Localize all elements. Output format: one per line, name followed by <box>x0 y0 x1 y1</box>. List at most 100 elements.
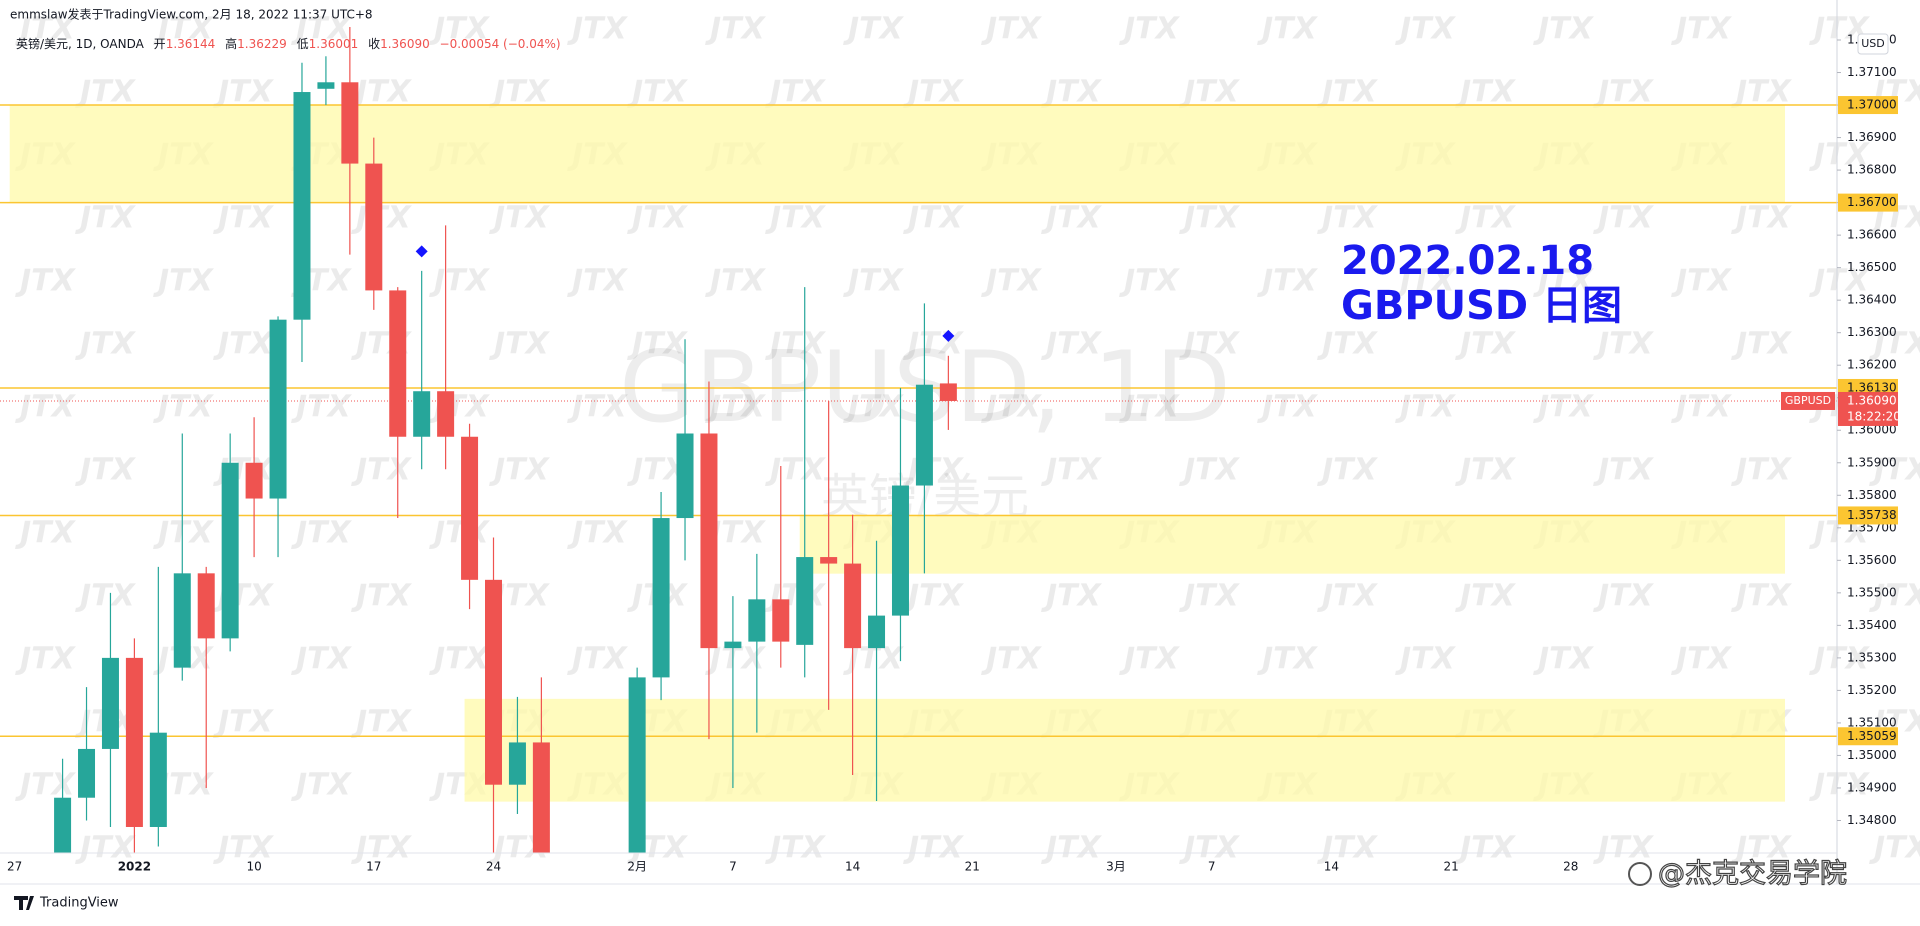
y-tick-label: 1.35300 <box>1847 650 1897 664</box>
logo-watermark: JTX <box>213 327 275 362</box>
logo-watermark: JTX <box>213 75 275 110</box>
logo-watermark: JTX <box>75 579 137 614</box>
logo-watermark: JTX <box>1809 642 1871 677</box>
y-tick-label: 1.36300 <box>1847 325 1897 339</box>
logo-watermark: JTX <box>213 831 275 866</box>
logo-watermark: JTX <box>291 12 353 47</box>
logo-watermark: JTX <box>1395 642 1457 677</box>
brand-logo <box>14 896 34 910</box>
zone <box>799 514 1785 574</box>
logo-watermark: JTX <box>1317 453 1379 488</box>
candle-body <box>868 615 886 649</box>
logo-watermark: JTX <box>291 768 353 803</box>
x-tick-label: 17 <box>366 860 381 874</box>
logo-watermark: JTX <box>765 201 827 236</box>
price-label-box <box>1838 506 1898 525</box>
price-label-box <box>1838 727 1898 746</box>
logo-watermark: JTX <box>1317 75 1379 110</box>
logo-watermark: JTX <box>1395 12 1457 47</box>
candle-body <box>293 92 311 320</box>
annotation: 2022.02.18 <box>1341 238 1594 284</box>
logo-watermark: JTX <box>153 516 215 551</box>
y-tick-label: 1.36000 <box>1847 423 1897 437</box>
logo-watermark: JTX <box>1257 642 1319 677</box>
logo-watermark: JTX <box>213 201 275 236</box>
price-label: 1.35059 <box>1847 729 1897 743</box>
logo-watermark: JTX <box>1455 831 1517 866</box>
y-tick-label: 1.36900 <box>1847 130 1897 144</box>
logo-watermark: JTX <box>1179 201 1241 236</box>
logo-watermark: JTX <box>429 516 491 551</box>
logo-watermark: JTX <box>1593 831 1655 866</box>
logo-watermark: JTX <box>351 831 413 866</box>
logo-watermark: JTX <box>981 264 1043 299</box>
logo-watermark: JTX <box>705 12 767 47</box>
zone <box>464 698 1785 802</box>
candle-body <box>437 391 455 437</box>
candle-body <box>389 290 407 437</box>
logo-watermark: JTX <box>489 453 551 488</box>
logo-watermark: JTX <box>981 12 1043 47</box>
logo-watermark: JTX <box>153 12 215 47</box>
logo-watermark: JTX <box>567 642 629 677</box>
candle-body <box>125 657 143 827</box>
price-label-box <box>1838 96 1898 115</box>
logo-watermark: JTX <box>1533 264 1595 299</box>
symbol-label: GBPUSD <box>1785 394 1831 407</box>
symbol-box <box>1781 391 1835 410</box>
legend-name: 低 <box>297 37 309 51</box>
logo-watermark: JTX <box>75 831 137 866</box>
x-tick-label: 21 <box>965 860 980 874</box>
legend: 英镑/美元, 1D, OANDA 开1.36144 高1.36229 低1.36… <box>16 36 561 51</box>
credit: @杰克交易学院 <box>1658 859 1847 890</box>
currency-button[interactable] <box>1857 33 1889 55</box>
logo-watermark: JTX <box>1455 201 1517 236</box>
candle-body <box>796 557 814 645</box>
logo-watermark: JTX <box>1671 12 1733 47</box>
logo-watermark: JTX <box>351 75 413 110</box>
signal-marker <box>415 245 428 258</box>
legend-name: 收 <box>368 37 380 51</box>
candle-body <box>891 485 909 616</box>
logo-watermark: JTX <box>843 12 905 47</box>
logo-watermark: JTX <box>843 264 905 299</box>
candle-body <box>54 797 72 853</box>
logo-watermark: JTX <box>1809 768 1871 803</box>
logo-watermark: JTX <box>75 75 137 110</box>
logo-watermark: JTX <box>1731 75 1793 110</box>
logo-watermark: JTX <box>291 390 353 425</box>
candle-body <box>413 391 431 437</box>
candle-body <box>221 462 239 639</box>
logo-watermark: JTX <box>1317 327 1379 362</box>
logo-watermark: JTX <box>1809 138 1871 173</box>
logo-watermark: JTX <box>981 390 1043 425</box>
candle-body <box>173 573 191 668</box>
logo-watermark: JTX <box>291 516 353 551</box>
logo-watermark: JTX <box>1395 390 1457 425</box>
logo-watermark: JTX <box>1179 75 1241 110</box>
logo-watermark: JTX <box>1317 579 1379 614</box>
logo-watermark: JTX <box>153 390 215 425</box>
candle-body <box>676 433 694 519</box>
logo-watermark: JTX <box>429 642 491 677</box>
price-label: 1.37000 <box>1847 98 1897 112</box>
logo-watermark: JTX <box>291 642 353 677</box>
logo-watermark: JTX <box>1671 642 1733 677</box>
logo-watermark: JTX <box>1119 642 1181 677</box>
candles <box>54 27 957 853</box>
last-price-box <box>1838 391 1898 426</box>
logo-watermark: JTX <box>1533 12 1595 47</box>
logo-watermark: JTX <box>1593 201 1655 236</box>
y-tick-label: 1.35900 <box>1847 455 1897 469</box>
x-tick-label: 2022 <box>118 860 151 874</box>
candle-body <box>915 384 933 486</box>
x-tick-label: 21 <box>1443 860 1458 874</box>
y-tick-label: 1.35200 <box>1847 683 1897 697</box>
brand: TradingView <box>39 896 119 911</box>
logo-watermark: JTX <box>765 453 827 488</box>
logo-watermark: JTX <box>1671 264 1733 299</box>
logo-watermark: JTX <box>843 390 905 425</box>
currency[interactable]: USD <box>1861 37 1885 50</box>
logo-watermark: JTX <box>75 327 137 362</box>
